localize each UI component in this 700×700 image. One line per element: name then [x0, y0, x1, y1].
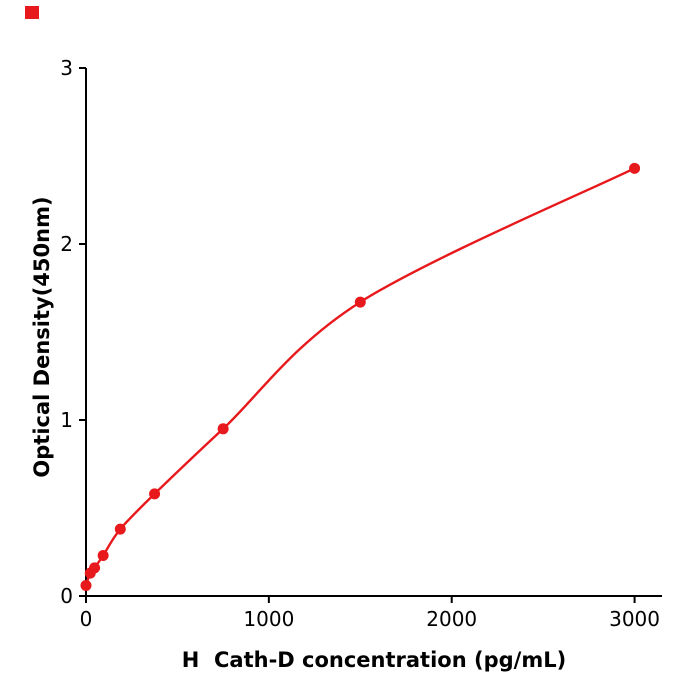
x-tick-label: 1000: [243, 607, 294, 631]
data-point: [89, 562, 101, 574]
y-tick-label: 1: [60, 408, 73, 432]
data-point: [149, 488, 161, 500]
x-tick-label: 3000: [609, 607, 660, 631]
y-axis-title: Optical Density(450nm): [30, 196, 54, 478]
data-point: [354, 296, 366, 308]
data-point: [80, 579, 92, 591]
x-axis-title: H Cath-D concentration (pg/mL): [181, 648, 567, 672]
corner-red-square: [25, 6, 39, 19]
x-tick-label: 0: [80, 607, 93, 631]
x-tick-label: 2000: [426, 607, 477, 631]
data-point: [629, 162, 641, 174]
data-point: [114, 523, 126, 535]
data-point: [217, 423, 229, 435]
data-point: [97, 550, 109, 562]
y-tick-label: 2: [60, 232, 73, 256]
y-tick-label: 0: [60, 584, 73, 608]
y-tick-label: 3: [60, 56, 73, 80]
fitted-curve: [84, 167, 636, 587]
